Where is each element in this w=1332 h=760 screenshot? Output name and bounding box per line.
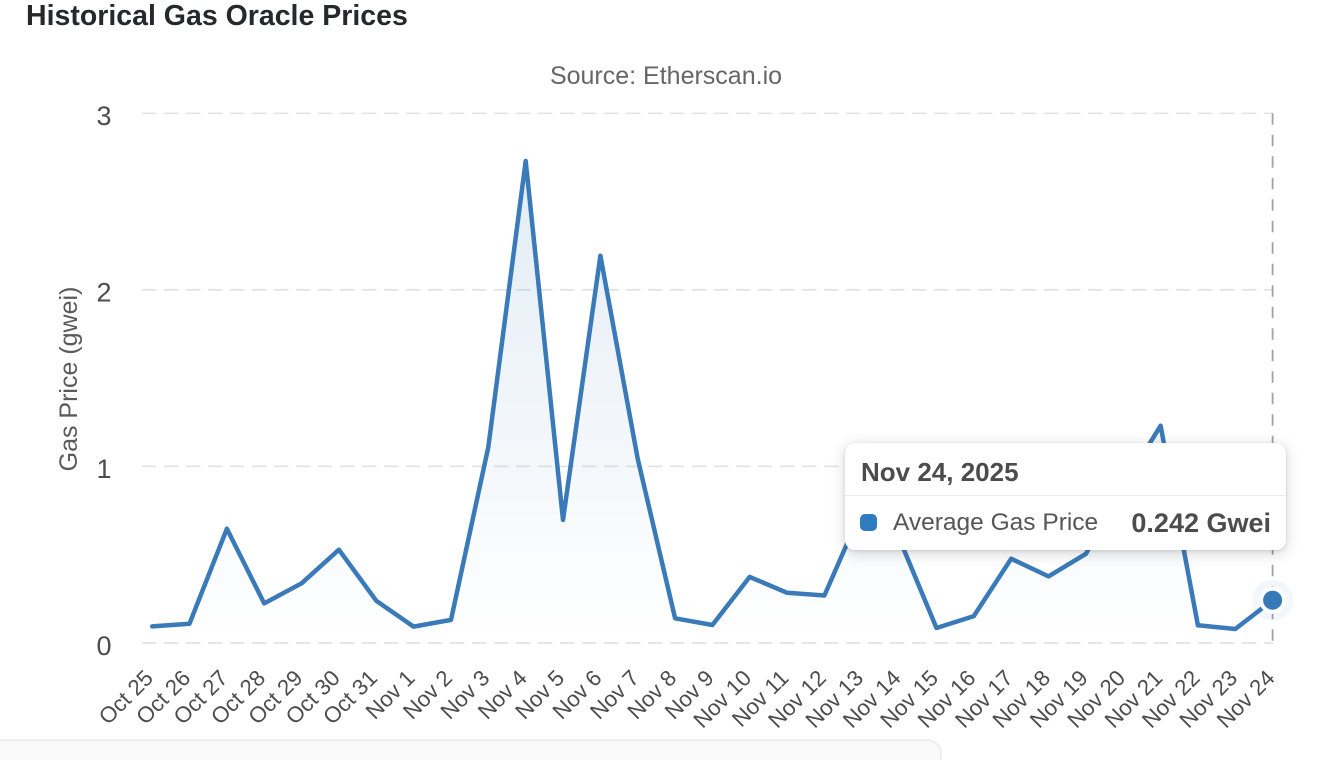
svg-text:3: 3 (96, 101, 111, 131)
svg-text:0: 0 (96, 631, 111, 661)
svg-text:1: 1 (96, 454, 111, 484)
svg-text:2: 2 (96, 278, 111, 308)
svg-text:Gas Price (gwei): Gas Price (gwei) (55, 287, 83, 472)
